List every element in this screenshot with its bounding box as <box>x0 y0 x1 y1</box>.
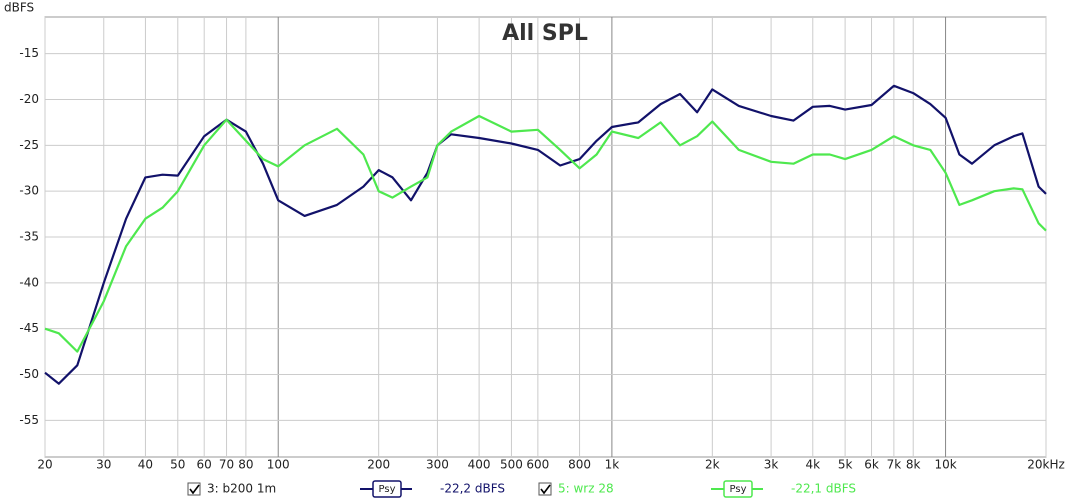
x-tick-label: 300 <box>426 458 449 472</box>
legend-smoothing-box <box>372 480 402 498</box>
y-tick-label: -50 <box>19 367 39 381</box>
x-tick-label: 100 <box>267 458 290 472</box>
x-tick-label: 600 <box>526 458 549 472</box>
x-tick-label: 40 <box>138 458 153 472</box>
chart-title: All SPL <box>502 21 588 46</box>
series-line <box>44 114 1047 353</box>
x-tick-label: 30 <box>96 458 111 472</box>
x-tick-label: 3k <box>764 458 779 472</box>
series-line <box>44 84 1047 385</box>
x-tick-label: 500 <box>500 458 523 472</box>
x-tick-label: 2k <box>705 458 720 472</box>
x-tick-label: 50 <box>170 458 185 472</box>
x-tick-label: 80 <box>238 458 253 472</box>
x-tick-label: 20kHz <box>1027 458 1065 472</box>
y-tick-label: -15 <box>19 46 39 60</box>
x-tick-label: 70 <box>219 458 234 472</box>
legend-label: 5: wrz 28 <box>558 482 614 496</box>
legend-level: -22,1 dBFS <box>791 482 856 496</box>
y-tick-label: -35 <box>19 230 39 244</box>
x-tick-label: 1k <box>605 458 620 472</box>
x-tick-label: 800 <box>568 458 591 472</box>
legend-smoothing-box <box>723 480 753 498</box>
legend-check-1[interactable] <box>187 482 201 496</box>
legend-level: -22,2 dBFS <box>440 482 505 496</box>
y-tick-label: -45 <box>19 321 39 335</box>
y-tick-label: -20 <box>19 92 39 106</box>
x-tick-label: 6k <box>864 458 879 472</box>
legend-check-2[interactable] <box>538 482 552 496</box>
y-tick-label: -40 <box>19 275 39 289</box>
legend-label: 3: b200 1m <box>207 482 276 496</box>
x-tick-label: 4k <box>805 458 820 472</box>
y-tick-label: -30 <box>19 184 39 198</box>
x-tick-label: 7k <box>887 458 902 472</box>
legend-smoothing: Psy <box>730 484 747 495</box>
y-axis-label: dBFS <box>4 1 34 15</box>
y-tick-label: -55 <box>19 413 39 427</box>
x-tick-label: 400 <box>468 458 491 472</box>
legend-smoothing: Psy <box>379 484 396 495</box>
x-tick-label: 20 <box>37 458 52 472</box>
x-tick-label: 60 <box>197 458 212 472</box>
y-tick-label: -25 <box>19 138 39 152</box>
x-tick-label: 10k <box>934 458 956 472</box>
x-tick-label: 8k <box>906 458 921 472</box>
x-tick-label: 200 <box>367 458 390 472</box>
x-tick-label: 5k <box>838 458 853 472</box>
